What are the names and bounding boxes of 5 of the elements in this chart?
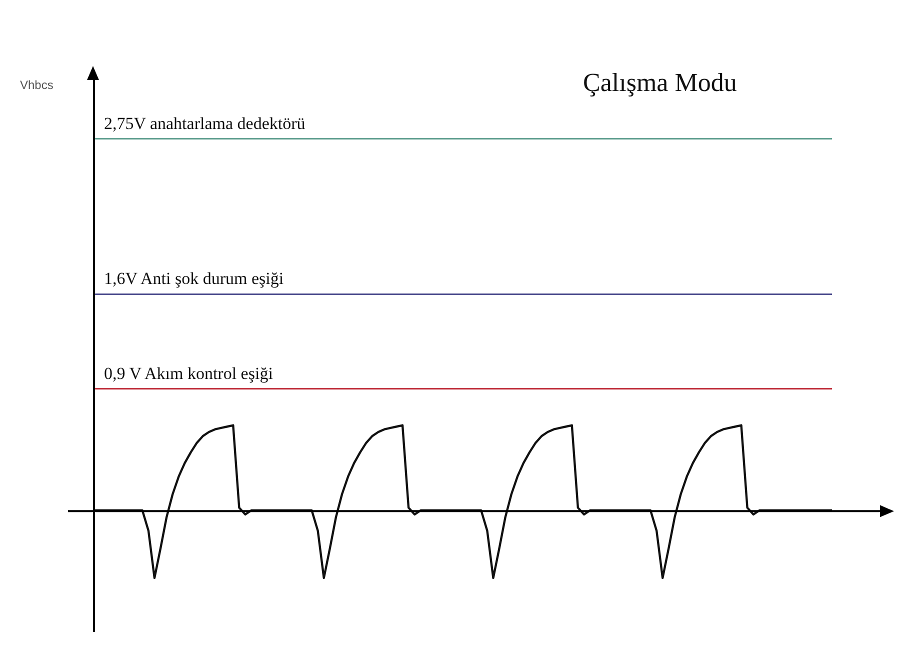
- chart-title: Çalışma Modu: [583, 68, 737, 98]
- y-axis-title: Vhbcs: [20, 78, 54, 92]
- ref-line-label: 1,6V Anti şok durum eşiği: [104, 269, 284, 288]
- ref-line-label: 0,9 V Akım kontrol eşiği: [104, 364, 274, 383]
- ref-line-label: 2,75V anahtarlama dedektörü: [104, 114, 306, 133]
